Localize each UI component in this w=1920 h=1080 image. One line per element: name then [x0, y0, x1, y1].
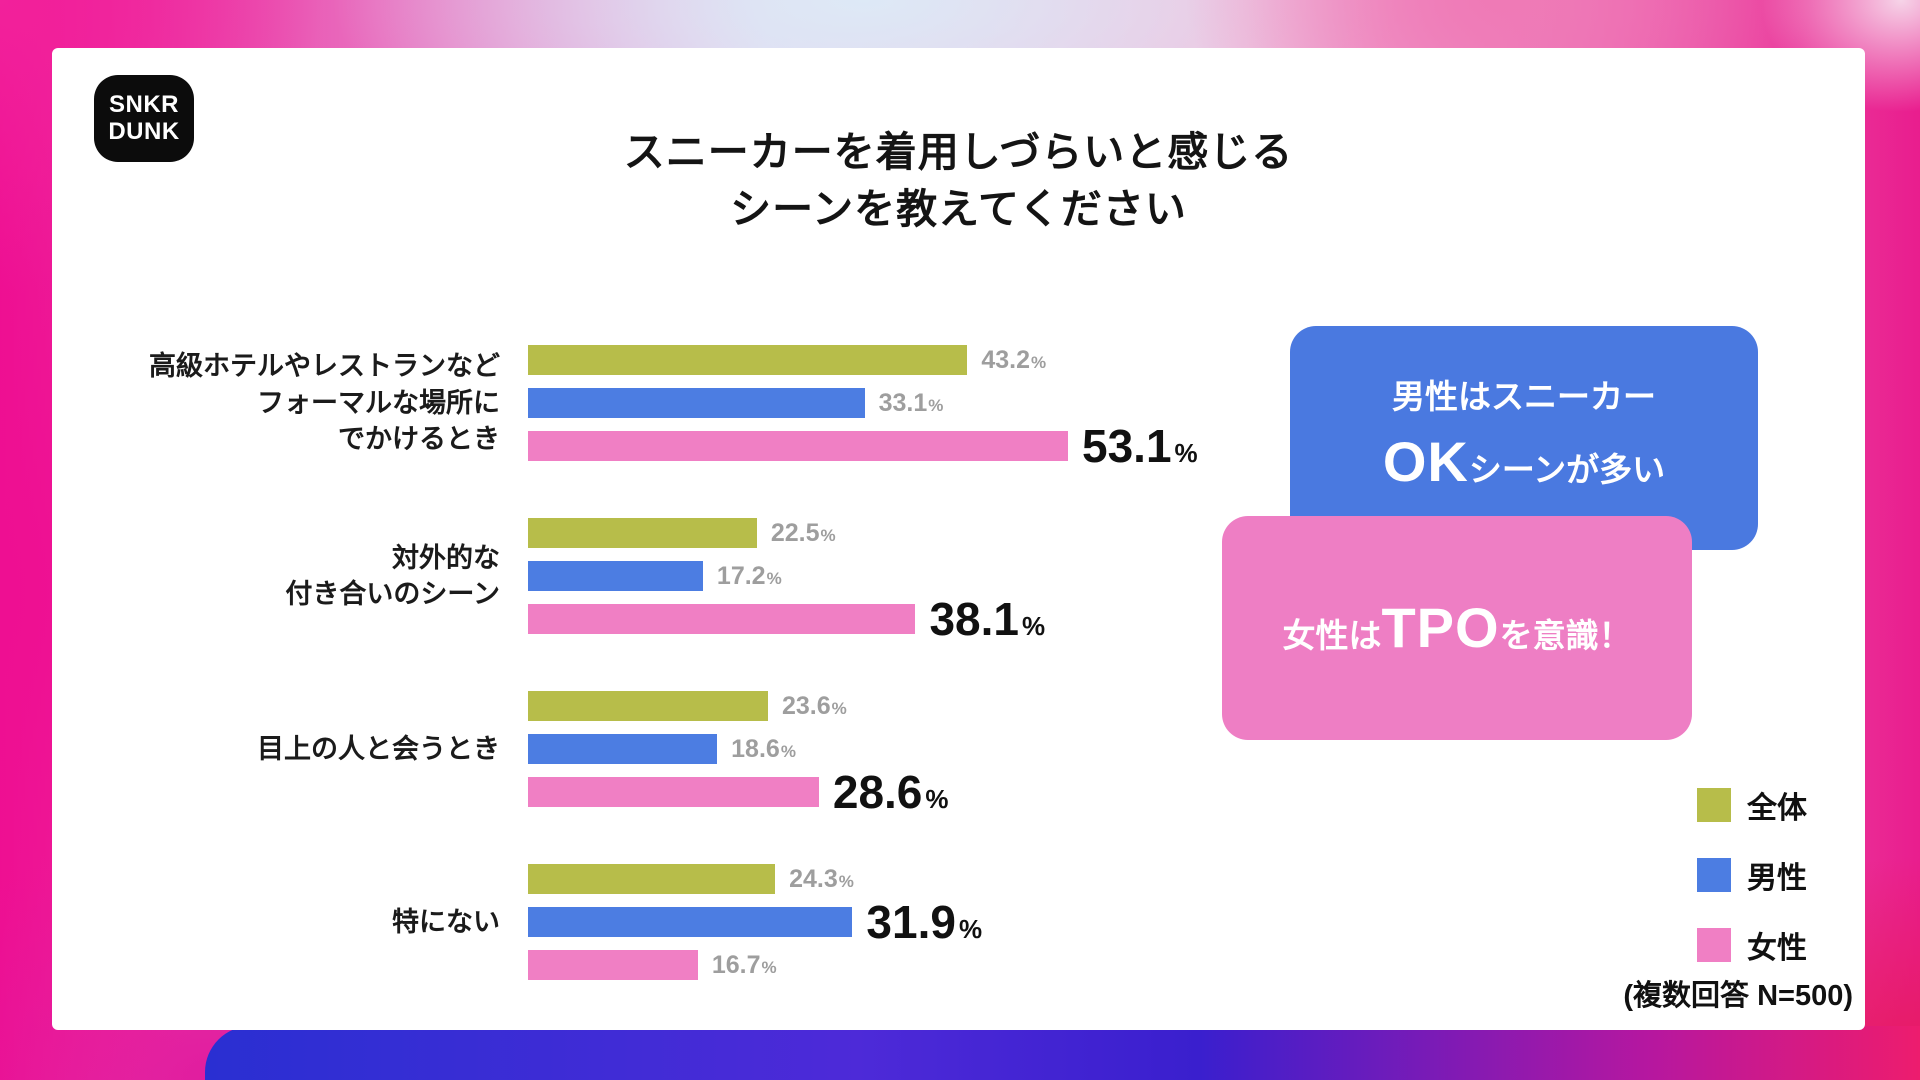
legend-label-overall: 全体	[1747, 792, 1807, 825]
value-label-female: 38.1%	[929, 593, 1046, 645]
logo-line-2: DUNK	[108, 117, 180, 145]
value-label-overall: 23.6%	[782, 691, 847, 720]
bar-male	[528, 388, 865, 418]
bar-male	[528, 907, 853, 937]
bar-row: 24.3%	[528, 864, 982, 894]
bar-overall	[528, 691, 768, 721]
legend-swatch-overall	[1697, 788, 1731, 822]
value-label-overall: 43.2%	[981, 345, 1047, 374]
chart-title-line-1: スニーカーを着用しづらいと感じる	[623, 129, 1294, 175]
value-label-male: 17.2%	[716, 561, 782, 590]
callout-male-line-2: OKシーンが多い	[1382, 430, 1666, 494]
bar-overall	[528, 864, 776, 894]
callout-female-highlight: TPO	[1381, 596, 1500, 660]
callout-female: 女性はTPOを意識！	[1222, 516, 1692, 740]
snkrdunk-logo: SNKR DUNK	[94, 75, 194, 162]
bar-female	[528, 777, 819, 807]
bar-row: 18.6%	[528, 734, 949, 764]
bar-overall	[528, 518, 757, 548]
legend-item-overall: 全体	[1697, 783, 1807, 827]
value-label-female: 53.1%	[1082, 420, 1198, 472]
category-label: 対外的な 付き合いのシーン	[285, 542, 500, 609]
value-label-overall: 22.5%	[770, 518, 836, 547]
value-label-male: 18.6%	[731, 734, 796, 763]
chart-title-line-2: シーンを教えてください	[730, 186, 1187, 233]
logo-line-1: SNKR	[108, 90, 179, 118]
legend-label-female: 女性	[1747, 932, 1807, 965]
bar-row: 22.5%	[528, 518, 1045, 548]
value-label-male: 33.1%	[878, 388, 944, 417]
legend-label-male: 男性	[1747, 862, 1807, 895]
bar-row: 23.6%	[528, 691, 949, 721]
bar-female	[528, 431, 1069, 461]
legend-swatch-male	[1697, 858, 1731, 892]
chart-group: 目上の人と会うとき 23.6% 18.6% 28.6%	[100, 691, 1198, 815]
callout-male-line-1: 男性はスニーカー	[1392, 378, 1656, 416]
category-label: 特にない	[392, 906, 500, 937]
bar-row: 43.2%	[528, 345, 1198, 375]
bar-row: 38.1%	[528, 596, 1045, 642]
chart-group: 対外的な 付き合いのシーン 22.5% 17.2% 38.1%	[100, 518, 1198, 642]
category-label: 目上の人と会うとき	[257, 733, 500, 764]
legend-swatch-female	[1697, 928, 1731, 962]
value-label-overall: 24.3%	[789, 864, 854, 893]
category-label: 高級ホテルやレストランなど フォーマルな場所に でかけるとき	[149, 351, 500, 455]
chart-title: スニーカーを着用しづらいと感じる シーンを教えてください	[52, 124, 1865, 239]
value-label-female: 16.7%	[711, 950, 777, 979]
callout-male-highlight: OK	[1382, 430, 1469, 494]
bar-row: 16.7%	[528, 950, 982, 980]
bar-male	[528, 561, 703, 591]
chart-group: 特にない 24.3% 31.9% 16.7%	[100, 864, 1198, 980]
bar-row: 17.2%	[528, 561, 1045, 591]
bar-female	[528, 604, 916, 634]
bar-female	[528, 950, 698, 980]
callout-male: 男性はスニーカー OKシーンが多い	[1290, 326, 1758, 550]
value-label-male: 31.9%	[866, 896, 983, 948]
callout-female-line: 女性はTPOを意識！	[1282, 596, 1632, 660]
survey-note: (複数回答 N=500)	[1623, 980, 1853, 1012]
chart-group: 高級ホテルやレストランなど フォーマルな場所に でかけるとき 43.2% 33.1% 53…	[100, 345, 1198, 469]
bottom-gradient-band	[205, 1026, 1920, 1080]
bar-male	[528, 734, 718, 764]
bar-overall	[528, 345, 968, 375]
bar-row: 33.1%	[528, 388, 1198, 418]
legend: 全体 男性 女性	[1697, 783, 1807, 967]
value-label-female: 28.6%	[832, 766, 949, 818]
legend-item-female: 女性	[1697, 923, 1807, 967]
bar-row: 31.9%	[528, 899, 982, 945]
bar-row: 28.6%	[528, 769, 949, 815]
bar-chart: 高級ホテルやレストランなど フォーマルな場所に でかけるとき 43.2% 33.1% 53…	[100, 345, 1198, 1037]
legend-item-male: 男性	[1697, 853, 1807, 897]
infographic-card: SNKR DUNK スニーカーを着用しづらいと感じる シーンを教えてください 高…	[52, 48, 1865, 1030]
bar-row: 53.1%	[528, 423, 1198, 469]
